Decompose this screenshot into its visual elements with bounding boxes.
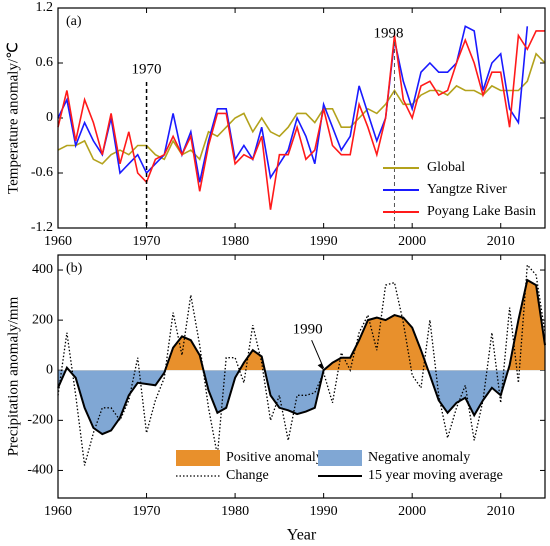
series-line	[57, 52, 546, 165]
legend-label: Negative anomaly	[368, 450, 470, 465]
x-tick-label: 2010	[487, 504, 515, 519]
annotation: 1970	[132, 61, 162, 77]
negative-area	[58, 370, 509, 435]
x-tick-label: 1980	[221, 234, 249, 249]
series-line	[57, 30, 545, 210]
x-axis-label: Year	[287, 527, 317, 544]
annotation: 1998	[373, 25, 403, 41]
panel-label: (b)	[66, 261, 83, 276]
y-axis-label: Precipitation anomaly/mm	[5, 296, 21, 456]
positive-area	[58, 280, 545, 371]
x-tick-label: 2000	[398, 504, 426, 519]
x-tick-label: 2010	[487, 234, 515, 249]
x-tick-label: 1970	[133, 234, 161, 249]
y-tick-label: -400	[27, 463, 53, 478]
legend-swatch	[176, 450, 220, 466]
series-line	[57, 25, 529, 183]
annotation: 1990	[293, 322, 323, 338]
legend-label: Yangtze River	[427, 182, 507, 197]
plot-frame	[57, 7, 546, 229]
x-tick-label: 1960	[44, 234, 72, 249]
y-tick-label: 200	[32, 312, 53, 327]
legend-label: 15 year moving average	[368, 468, 503, 483]
legend-label: Poyang Lake Basin	[427, 204, 536, 219]
y-tick-label: 0	[46, 362, 53, 377]
panel-label: (a)	[66, 14, 82, 29]
x-tick-label: 2000	[398, 234, 426, 249]
arrow-head	[317, 363, 324, 371]
y-axis-label: Temperature anomaly/℃	[5, 42, 21, 194]
series-line	[57, 278, 546, 436]
y-tick-label: 0.6	[36, 55, 54, 70]
y-tick-label: -1.2	[31, 220, 53, 235]
y-tick-label: 400	[32, 262, 53, 277]
x-tick-label: 1970	[133, 504, 161, 519]
legend-label: Change	[226, 468, 269, 483]
x-tick-label: 1990	[310, 234, 338, 249]
legend-label: Global	[427, 160, 465, 175]
x-tick-label: 1980	[221, 504, 249, 519]
y-tick-label: 1.2	[36, 0, 54, 15]
series-line	[57, 263, 546, 466]
plot-frame	[57, 254, 546, 499]
legend-swatch	[318, 450, 362, 466]
x-tick-label: 1990	[310, 504, 338, 519]
y-tick-label: -200	[27, 413, 53, 428]
legend-label: Positive anomaly	[226, 450, 323, 465]
y-tick-label: 0	[46, 110, 53, 125]
x-tick-label: 1960	[44, 504, 72, 519]
y-tick-label: -0.6	[31, 165, 53, 180]
